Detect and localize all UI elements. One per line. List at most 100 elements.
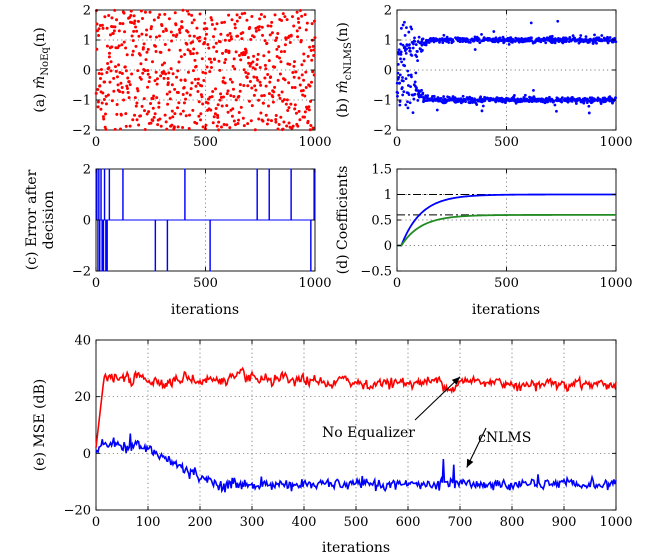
y-tick-label: 1 [384,34,392,49]
data-point [237,54,241,58]
data-point [398,100,402,103]
data-point [267,59,271,63]
data-point [117,44,121,48]
data-point [404,77,408,81]
data-point [122,40,126,44]
data-point [414,43,418,46]
data-point [232,95,236,99]
data-point [234,50,238,54]
data-point [464,100,467,103]
data-point [133,96,137,100]
data-point [148,10,152,14]
data-point [124,69,128,73]
data-point [403,33,407,37]
data-point [102,117,106,121]
data-point [197,100,201,104]
data-point [216,103,220,107]
data-point [184,114,188,118]
data-point [414,71,418,75]
data-point [288,62,292,66]
panel-c-ylabel: (c) Error afterdecision [24,169,57,270]
data-point [231,107,235,111]
data-point [297,76,301,80]
data-point [222,76,226,80]
data-point [202,78,206,82]
data-point [263,39,267,43]
x-tick-label: 500 [193,276,218,291]
data-point [213,27,217,31]
data-point [608,36,612,39]
data-point [162,61,166,65]
data-point [148,75,152,79]
data-point [184,97,188,101]
data-point [308,128,312,132]
data-point [270,20,274,24]
data-point [152,94,156,98]
data-point [304,70,308,74]
data-point [248,64,252,68]
data-point [399,50,403,54]
data-point [256,52,260,56]
data-point [98,84,102,88]
data-point [553,41,557,45]
data-point [176,106,180,110]
data-point [162,76,166,80]
data-point [141,46,145,50]
data-point [125,87,129,91]
data-point [413,80,417,84]
data-point [402,57,406,61]
data-point [599,102,603,106]
data-point [157,101,161,105]
panel-b-grid [397,10,616,130]
data-point [274,38,278,42]
data-point [405,26,408,30]
data-point [179,112,183,116]
data-point [168,90,172,94]
data-point [158,117,162,121]
data-point [177,60,181,64]
data-point [167,48,171,52]
data-point [475,103,479,106]
data-point [173,87,177,91]
data-point [112,89,116,93]
data-point [231,64,235,68]
data-point [405,43,409,47]
data-point [130,34,134,38]
data-point [140,104,144,108]
data-point [289,33,293,37]
data-point [494,100,498,104]
data-point [406,84,410,87]
data-point [204,71,208,75]
data-point [293,107,297,111]
data-point [195,121,199,125]
data-point [143,10,147,14]
data-point [281,127,285,131]
panel-c-ticks: 0 500 1000−202 [72,163,332,292]
mse-curve-cnlms [95,433,617,494]
data-point [209,65,213,69]
data-point [217,128,221,132]
data-point [235,19,239,23]
y-tick-label: 1 [83,34,91,49]
data-point [522,96,526,100]
data-point [303,94,307,98]
data-point [136,89,140,93]
data-point [150,60,154,64]
data-point [198,12,202,16]
data-point [227,13,231,17]
data-point [193,77,197,81]
data-point [229,35,233,39]
data-point [201,125,205,129]
data-point [191,108,195,112]
data-point [257,117,261,121]
data-point [182,86,186,90]
data-point [257,98,261,102]
x-tick-label: 1000 [599,135,632,150]
data-point [125,84,129,88]
x-tick-label: 400 [292,515,317,530]
data-point [230,114,234,118]
data-point [313,36,317,40]
data-point [461,94,465,98]
y-tick-label: −2 [373,124,392,139]
